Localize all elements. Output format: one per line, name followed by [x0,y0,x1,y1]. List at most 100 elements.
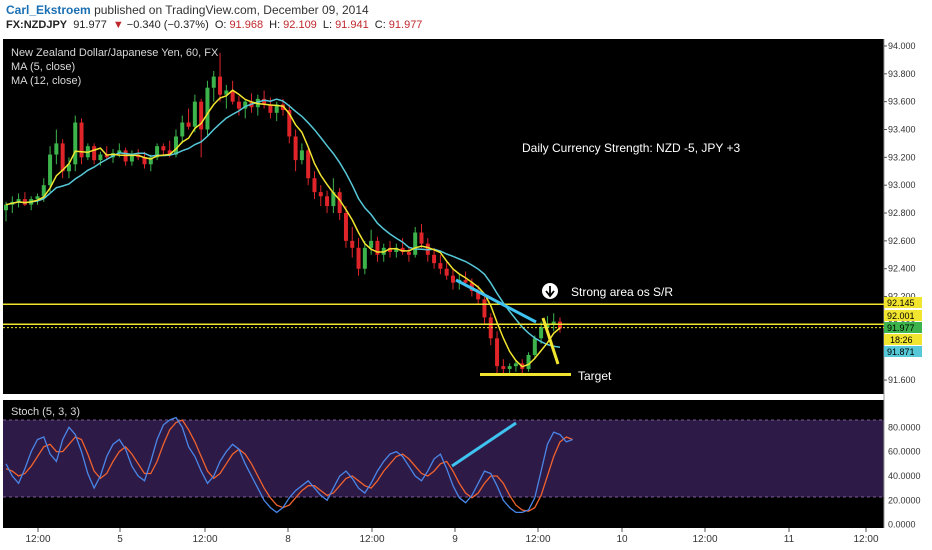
price-pane[interactable] [3,39,884,394]
moving-average-lines [5,89,561,368]
candle[interactable] [539,321,544,344]
candle[interactable] [337,187,342,220]
price-tick-label: 93.800 [888,69,916,79]
stoch-tick-label: 0.0000 [888,520,916,530]
stochastic-lines [5,416,573,514]
candle[interactable] [243,98,248,119]
candle[interactable] [155,143,160,161]
time-tick-label: 5 [117,534,123,545]
candle[interactable] [450,268,455,290]
candle[interactable] [104,146,109,161]
candle[interactable] [230,80,235,105]
candle[interactable] [394,243,399,258]
low-label: L: [322,19,333,31]
price-tick-label: 93.000 [888,180,916,190]
chart-canvas[interactable]: 94.000 93.800 93.600 93.400 93.200 93.000 92.8… [0,36,932,550]
candle[interactable] [205,80,210,137]
yellow-projection-line[interactable] [541,317,560,365]
candle[interactable] [54,129,59,165]
time-tick-label: 12:00 [25,534,50,545]
candle[interactable] [400,238,405,255]
candle[interactable] [476,285,481,304]
candle[interactable] [507,363,512,375]
candle[interactable] [79,118,84,165]
time-axis[interactable]: 12:00 5 12:00 8 12:00 9 12:00 10 12:00 11 12:00 [25,528,879,545]
candle[interactable] [66,157,71,179]
target-annotation: Target [578,369,612,383]
candle[interactable] [236,96,241,116]
close-value: 91.977 [388,19,423,31]
ma12-line [5,98,561,348]
time-tick-label: 12:00 [359,534,384,545]
candle[interactable] [148,154,153,172]
candle[interactable] [558,317,562,333]
symbol-name[interactable]: FX:NZDJPY [6,19,68,31]
stoch-divergence-line[interactable] [451,421,517,468]
candle[interactable] [350,226,355,258]
candle[interactable] [438,254,443,275]
candle[interactable] [4,201,8,222]
candle[interactable] [432,247,437,269]
candle[interactable] [142,151,147,169]
candle[interactable] [312,171,317,200]
candle[interactable] [224,84,229,109]
time-tick-label: 12:00 [525,534,550,545]
candle[interactable] [192,94,197,133]
candle[interactable] [92,143,97,165]
candle[interactable] [369,229,374,255]
candle[interactable] [173,129,178,158]
candle[interactable] [318,185,323,207]
author-link[interactable]: Carl_Ekstroem [6,3,91,17]
candle[interactable] [186,108,191,130]
candle[interactable] [211,71,216,102]
candle[interactable] [16,193,21,208]
candle[interactable] [161,143,166,155]
svg-text:92.001: 92.001 [887,311,915,321]
candle[interactable] [180,115,185,144]
candle[interactable] [444,261,449,280]
candle[interactable] [287,104,292,144]
legend-ma12: MA (12, close) [11,75,81,87]
price-label-countdown: 18:26 [884,334,922,345]
candle[interactable] [299,143,304,165]
cyan-trendline[interactable] [455,278,537,324]
candle[interactable] [532,335,537,360]
candle[interactable] [501,359,506,374]
candle[interactable] [199,98,204,158]
stoch-axis[interactable]: 80.0000 60.0000 40.0000 20.0000 0.0000 [888,422,921,529]
candle[interactable] [495,331,500,374]
candle[interactable] [48,146,53,193]
candle[interactable] [356,238,361,276]
sr-annotation: Strong area os S/R [571,285,673,299]
candle[interactable] [526,352,531,372]
candlestick-series[interactable] [4,52,562,375]
candle[interactable] [293,129,298,172]
candle[interactable] [306,146,311,186]
candle[interactable] [325,190,330,214]
price-label-ma12: 91.871 [884,346,922,357]
candle[interactable] [343,206,348,248]
candle[interactable] [375,236,380,262]
stoch-tick-label: 60.0000 [888,447,921,457]
symbol-quote-line: FX:NZDJPY 91.977 ▼ −0.340 (−0.37%) O: 91.9… [6,19,425,31]
candle[interactable] [331,178,336,214]
candle[interactable] [551,313,556,332]
candle[interactable] [362,240,367,275]
candle[interactable] [218,52,223,102]
time-tick-label: 8 [285,534,291,545]
svg-text:91.871: 91.871 [887,347,915,357]
time-tick-label: 12:00 [692,534,717,545]
candle[interactable] [513,360,518,372]
candle[interactable] [488,313,493,346]
price-label-lower-sr: 92.001 [884,310,922,321]
candle[interactable] [60,139,65,179]
low-value: 91.941 [335,19,369,31]
price-tick-label: 92.400 [888,264,916,274]
candle[interactable] [73,115,78,172]
legend-title: New Zealand Dollar/Japanese Yen, 60, FX [11,47,219,59]
candle[interactable] [413,226,418,258]
candle[interactable] [419,224,424,248]
candle[interactable] [129,150,134,166]
candle[interactable] [35,193,40,205]
candle[interactable] [482,293,487,325]
